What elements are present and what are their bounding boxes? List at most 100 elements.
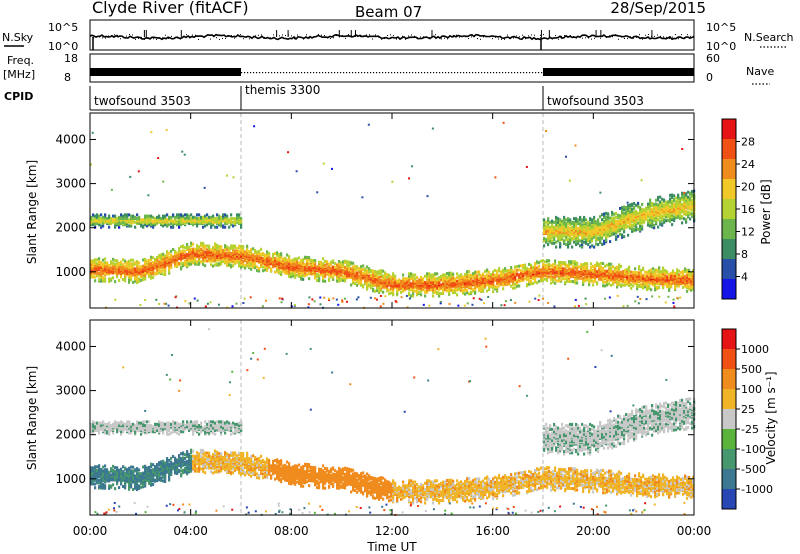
- power-cell: [605, 234, 608, 238]
- power-cell: [595, 242, 598, 246]
- power-cell: [442, 287, 445, 291]
- power-cell: [276, 253, 279, 257]
- power-cell: [152, 275, 155, 279]
- power-cell: [596, 263, 599, 267]
- power-cell: [448, 276, 451, 280]
- power-cell: [543, 244, 546, 248]
- power-cell: [565, 235, 568, 239]
- power-cell: [412, 294, 415, 298]
- power-cell: [472, 288, 475, 292]
- power-cell: [166, 263, 169, 267]
- nsearch-point: [201, 36, 202, 38]
- nsearch-point: [207, 34, 208, 36]
- power-cell: [308, 272, 311, 276]
- power-cell: [548, 262, 551, 266]
- power-cell: [656, 268, 659, 272]
- power-cell: [288, 257, 291, 261]
- power-cell: [178, 261, 181, 265]
- power-cell: [686, 283, 689, 287]
- nsearch-point: [429, 37, 430, 39]
- nave-point: [283, 72, 285, 74]
- power-cell: [564, 267, 567, 271]
- power-cell: [90, 263, 93, 267]
- power-cell: [574, 272, 577, 276]
- power-cell: [460, 273, 463, 277]
- power-cell: [556, 267, 559, 271]
- power-cell: [577, 218, 580, 222]
- power-cell: [132, 280, 135, 284]
- power-cell: [288, 262, 291, 266]
- nsearch-point: [372, 38, 373, 40]
- cpid-mode-label: twofsound 3503: [547, 94, 644, 108]
- power-cell: [222, 213, 225, 217]
- power-cell: [466, 288, 469, 292]
- power-cell: [528, 278, 531, 282]
- power-cell: [578, 265, 581, 269]
- power-cell: [150, 222, 153, 225]
- power-cell: [378, 269, 381, 273]
- power-cell: [634, 273, 637, 277]
- power-cell: [502, 287, 505, 291]
- power-cell: [510, 272, 513, 276]
- nave-point: [379, 72, 381, 74]
- power-cell: [633, 223, 636, 227]
- power-cell: [608, 282, 611, 286]
- power-cell: [617, 234, 620, 238]
- power-cell: [546, 264, 549, 268]
- nave-point: [472, 72, 474, 74]
- power-cell: [256, 265, 259, 269]
- power-cell: [658, 286, 661, 290]
- power-cell: [672, 269, 675, 273]
- power-cell: [242, 259, 245, 263]
- power-cell: [547, 243, 550, 247]
- power-cell: [522, 263, 525, 267]
- power-cell: [148, 262, 151, 266]
- power-cell: [651, 204, 654, 208]
- nsearch-tick-high: 10^5: [706, 21, 736, 34]
- power-cell: [152, 263, 155, 267]
- power-cell: [132, 262, 135, 266]
- nsearch-point: [537, 38, 538, 40]
- power-cell: [559, 220, 562, 224]
- nsearch-point: [366, 34, 367, 36]
- power-cell: [616, 270, 619, 274]
- nsearch-point: [669, 37, 670, 39]
- power-cell: [613, 212, 616, 216]
- power-cell: [432, 288, 435, 292]
- nsearch-point: [609, 35, 610, 37]
- power-cell: [178, 218, 181, 222]
- power-cell: [128, 278, 131, 282]
- power-cell: [210, 224, 213, 228]
- power-cell: [492, 270, 495, 274]
- power-cell: [136, 278, 139, 282]
- power-cell: [158, 267, 161, 271]
- power-cell: [591, 244, 594, 248]
- power-cell: [192, 247, 195, 251]
- power-cell: [142, 258, 145, 262]
- power-cell: [554, 278, 557, 282]
- nave-point: [247, 72, 249, 74]
- power-cell: [224, 218, 227, 222]
- power-cell: [558, 260, 561, 264]
- power-cell: [432, 294, 435, 298]
- power-cell: [114, 280, 117, 284]
- nsearch-point: [177, 36, 178, 38]
- power-cell: [562, 267, 565, 271]
- power-cell: [615, 219, 618, 223]
- power-cell: [610, 283, 613, 287]
- nave-point: [241, 72, 243, 74]
- power-cell: [276, 251, 279, 255]
- power-cell: [474, 270, 477, 274]
- power-cell: [534, 264, 537, 268]
- power-cell: [512, 286, 515, 290]
- power-cell: [280, 270, 283, 274]
- power-cell: [641, 227, 644, 231]
- power-cell: [370, 273, 373, 277]
- power-cell: [366, 269, 369, 273]
- power-cell: [656, 285, 659, 289]
- power-cell: [452, 291, 455, 295]
- power-cell: [434, 289, 437, 293]
- power-cell: [322, 262, 325, 266]
- power-cell: [160, 217, 163, 221]
- power-cell: [424, 274, 427, 278]
